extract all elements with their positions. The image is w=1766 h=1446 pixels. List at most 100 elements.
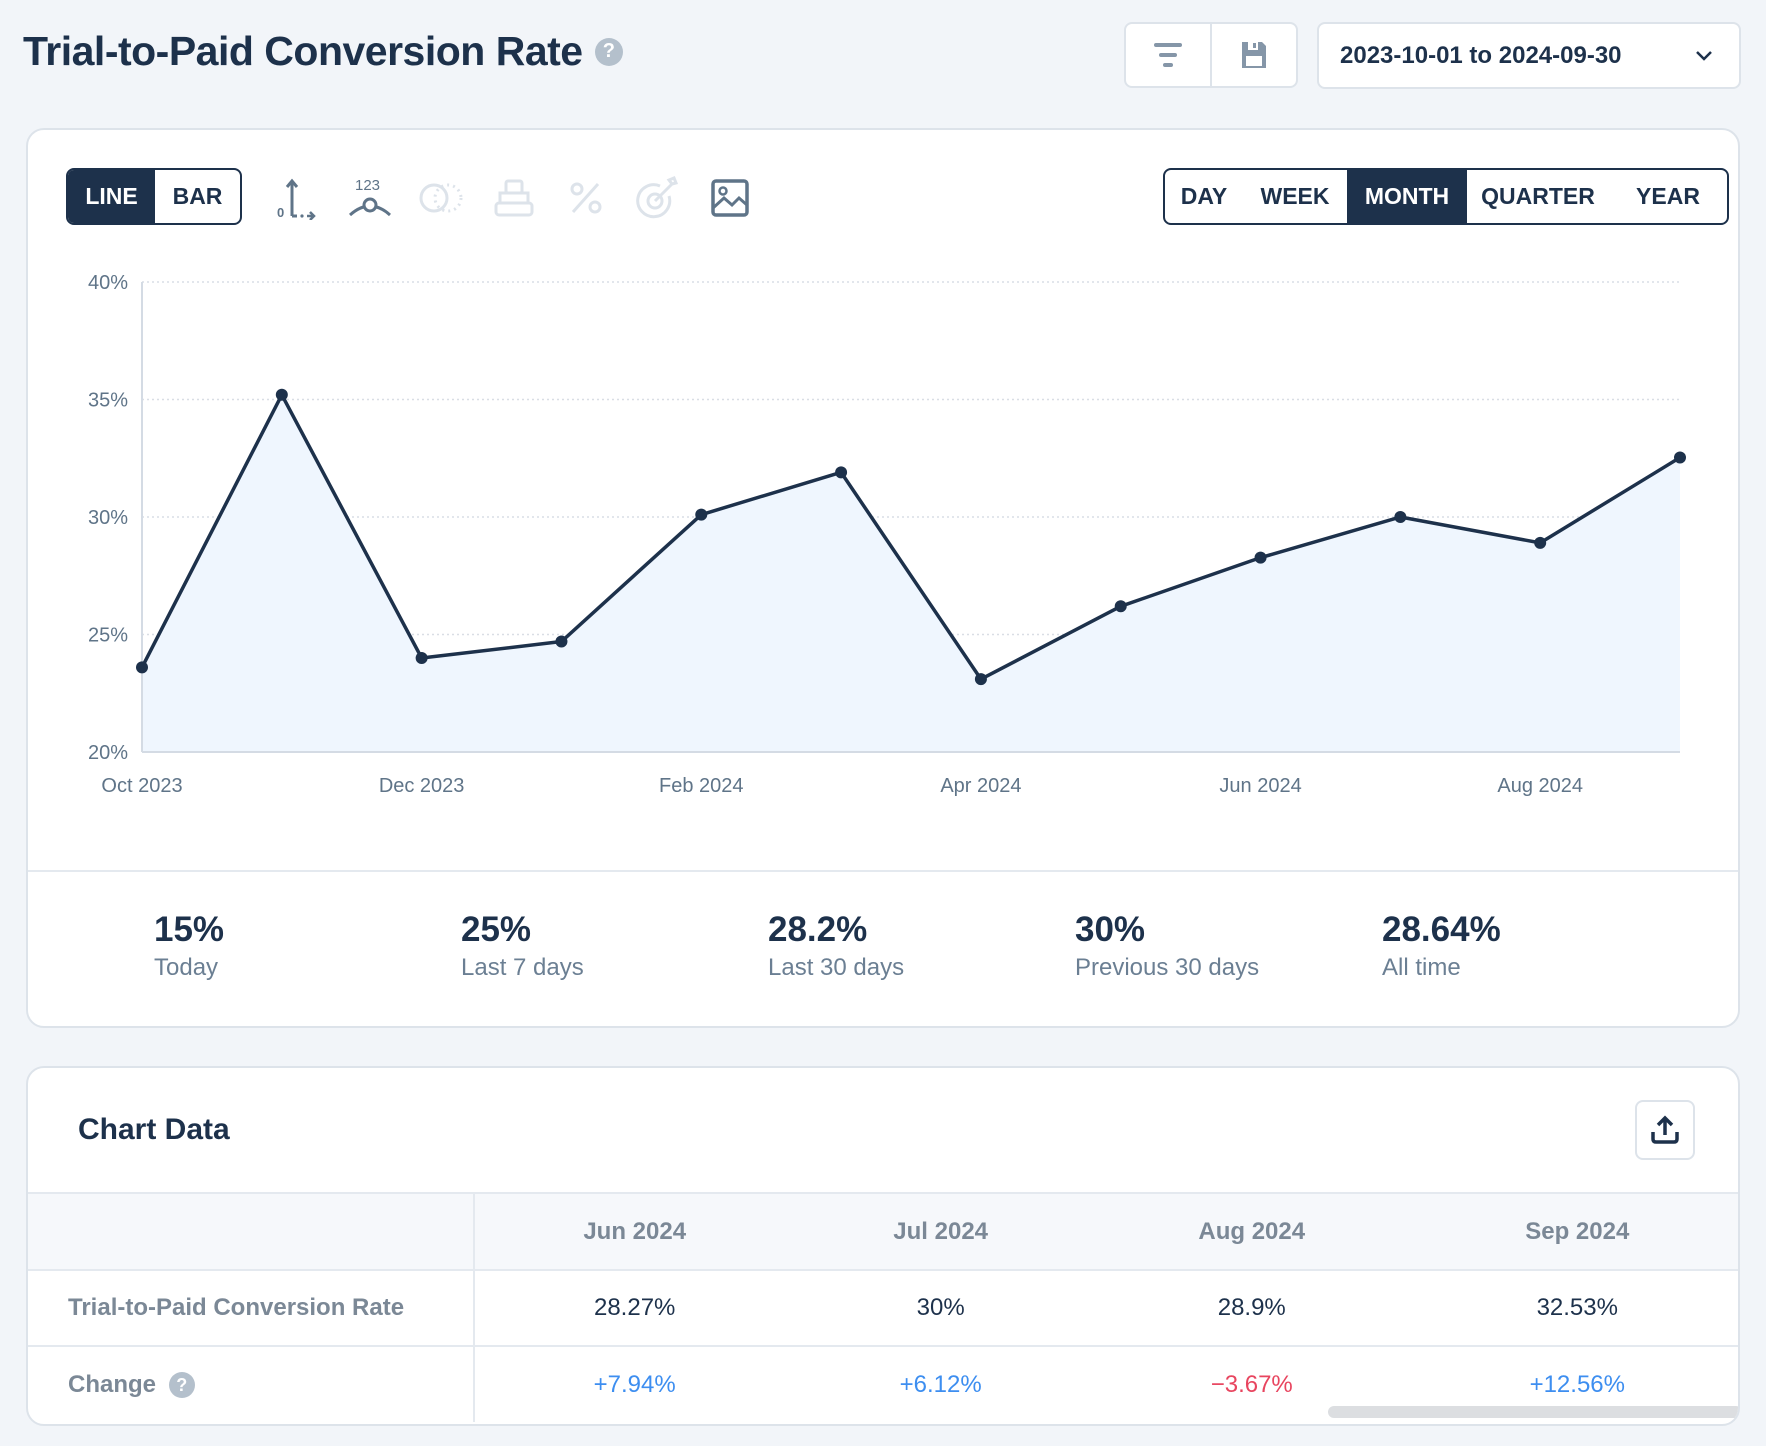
stat-label: Previous 30 days bbox=[1075, 954, 1260, 981]
page-title-text: Trial-to-Paid Conversion Rate bbox=[23, 28, 583, 74]
table-column-header: Jul 2024 bbox=[794, 1194, 1087, 1271]
page-title: Trial-to-Paid Conversion Rate ? bbox=[23, 28, 623, 75]
data-point[interactable] bbox=[1254, 551, 1267, 564]
y-tick-label: 20% bbox=[88, 742, 128, 764]
image-export-button[interactable] bbox=[705, 173, 755, 223]
line-chart: 20% 25% 30% 35% 40% Oct 2023 Dec 2023 Feb 2024 A… bbox=[88, 272, 1686, 797]
table-row: Change ? +7.94% +6.12% −3.67% +12.56% bbox=[28, 1346, 1738, 1422]
date-range-select[interactable]: 2023-10-01 to 2024-09-30 bbox=[1317, 22, 1741, 89]
data-point[interactable] bbox=[415, 652, 428, 664]
table-cell: −3.67% bbox=[1210, 1370, 1293, 1398]
stat-label: Last 30 days bbox=[768, 954, 905, 981]
data-point[interactable] bbox=[555, 635, 568, 648]
axis-zero-button[interactable]: 0 bbox=[273, 173, 323, 223]
horizontal-scrollbar[interactable] bbox=[1328, 1406, 1738, 1418]
stat-value: 15% bbox=[154, 910, 225, 949]
chart-tools: 0 123 bbox=[273, 170, 755, 226]
table-header-row: Jun 2024 Jul 2024 Aug 2024 Sep 2024 bbox=[28, 1194, 1738, 1271]
data-point[interactable] bbox=[275, 388, 288, 401]
row-label: Change bbox=[68, 1370, 157, 1398]
stat-value: 30% bbox=[1075, 910, 1146, 949]
percent-button[interactable] bbox=[561, 173, 611, 223]
stat-label: Last 7 days bbox=[461, 954, 584, 981]
table-column-header: Jun 2024 bbox=[474, 1194, 795, 1271]
stat-last-7-days: 25% Last 7 days bbox=[461, 910, 584, 982]
percent-icon bbox=[570, 182, 602, 214]
table-row: Trial-to-Paid Conversion Rate 28.27% 30%… bbox=[28, 1270, 1738, 1347]
y-tick-label: 30% bbox=[88, 507, 128, 529]
y-tick-label: 25% bbox=[88, 625, 128, 647]
data-point[interactable] bbox=[1114, 600, 1127, 613]
row-label: Trial-to-Paid Conversion Rate bbox=[28, 1270, 475, 1347]
x-tick-label: Feb 2024 bbox=[659, 775, 744, 797]
period-day[interactable]: DAY bbox=[1180, 183, 1228, 209]
stat-value: 28.2% bbox=[768, 910, 868, 949]
table-cell: +6.12% bbox=[899, 1370, 982, 1398]
row-label-change: Change ? bbox=[28, 1346, 475, 1422]
stat-value: 28.64% bbox=[1382, 910, 1501, 949]
compare-icon bbox=[419, 183, 463, 213]
filter-icon bbox=[1154, 43, 1182, 67]
data-point[interactable] bbox=[1394, 511, 1407, 523]
stack-button[interactable] bbox=[489, 173, 539, 223]
table-header-empty bbox=[28, 1194, 475, 1271]
series-line bbox=[140, 393, 1681, 681]
compare-button[interactable] bbox=[417, 173, 467, 223]
stat-label: All time bbox=[1382, 954, 1461, 981]
goal-button[interactable] bbox=[633, 173, 683, 223]
area-fill bbox=[142, 394, 1680, 752]
save-icon bbox=[1242, 42, 1266, 68]
upload-icon bbox=[1651, 1115, 1679, 1144]
stat-value: 25% bbox=[461, 910, 532, 949]
chart-card: LINE BAR 0 123 bbox=[26, 128, 1740, 1028]
chart-type-bar[interactable]: BAR bbox=[172, 183, 223, 209]
stat-all-time: 28.64% All time bbox=[1382, 910, 1501, 982]
data-point[interactable] bbox=[1534, 536, 1547, 549]
chart-data-title: Chart Data bbox=[78, 1113, 230, 1146]
stat-last-30-days: 28.2% Last 30 days bbox=[768, 910, 904, 982]
x-tick-label: Apr 2024 bbox=[940, 775, 1021, 797]
data-point[interactable] bbox=[835, 466, 848, 479]
toolbar-button-group bbox=[1124, 22, 1298, 88]
data-point[interactable] bbox=[695, 508, 708, 521]
stat-previous-30-days: 30% Previous 30 days bbox=[1075, 910, 1259, 982]
stat-today: 15% Today bbox=[154, 910, 224, 982]
chart-type-toggle: LINE BAR bbox=[66, 168, 242, 225]
period-month[interactable]: MONTH bbox=[1347, 170, 1467, 223]
question-circle-icon[interactable]: ? bbox=[168, 1372, 195, 1399]
data-point[interactable] bbox=[136, 661, 148, 674]
table-column-header: Sep 2024 bbox=[1416, 1194, 1738, 1271]
period-toggle: DAY WEEK MONTH QUARTER YEAR bbox=[1163, 168, 1729, 225]
y-tick-label: 35% bbox=[88, 390, 128, 412]
period-week[interactable]: WEEK bbox=[1260, 183, 1330, 209]
chart-data-header: Chart Data bbox=[28, 1068, 1738, 1194]
table-cell: 30% bbox=[794, 1270, 1087, 1347]
table-cell: 32.53% bbox=[1416, 1270, 1738, 1347]
svg-text:0: 0 bbox=[277, 205, 284, 220]
data-point[interactable] bbox=[1674, 451, 1686, 464]
filter-button[interactable] bbox=[1126, 24, 1210, 86]
x-tick-label: Dec 2023 bbox=[379, 775, 465, 797]
question-circle-icon[interactable]: ? bbox=[594, 37, 623, 66]
x-tick-label: Aug 2024 bbox=[1497, 775, 1583, 797]
table-cell: +12.56% bbox=[1529, 1370, 1625, 1398]
stack-icon bbox=[494, 179, 534, 217]
data-labels-icon: 123 bbox=[348, 177, 392, 217]
data-labels-button[interactable]: 123 bbox=[345, 173, 395, 223]
y-tick-label: 40% bbox=[88, 272, 128, 294]
date-range-value: 2023-10-01 to 2024-09-30 bbox=[1340, 41, 1622, 69]
save-button[interactable] bbox=[1210, 24, 1296, 86]
period-year[interactable]: YEAR bbox=[1636, 183, 1700, 209]
stat-label: Today bbox=[154, 954, 219, 981]
chart-type-line[interactable]: LINE bbox=[68, 170, 155, 223]
goal-icon bbox=[636, 176, 679, 219]
axis-zero-icon: 0 bbox=[277, 178, 316, 220]
table-cell: 28.27% bbox=[474, 1270, 795, 1347]
period-quarter[interactable]: QUARTER bbox=[1481, 183, 1595, 209]
chevron-down-icon bbox=[1696, 50, 1712, 61]
export-button[interactable] bbox=[1635, 1100, 1695, 1160]
stats-divider bbox=[28, 870, 1738, 872]
table-column-header: Aug 2024 bbox=[1086, 1194, 1417, 1271]
data-point[interactable] bbox=[974, 673, 987, 686]
svg-text:123: 123 bbox=[355, 177, 380, 194]
